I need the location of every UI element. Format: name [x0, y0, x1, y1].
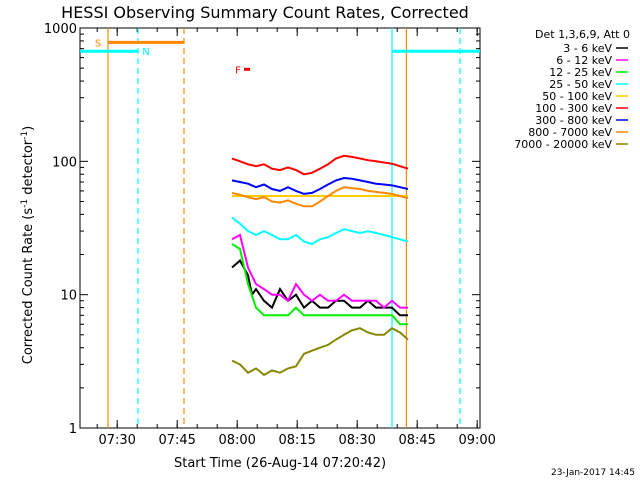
x-tick-label: 09:00: [458, 433, 495, 448]
x-tick-label: 08:15: [278, 433, 315, 448]
legend-entry-label: 800 - 7000 keV: [528, 126, 612, 139]
series-line: [231, 176, 409, 195]
y-label-sup: -1: [20, 199, 30, 208]
series-line: [231, 243, 408, 326]
legend-entry-label: 100 - 300 keV: [535, 102, 612, 115]
series-line: [231, 233, 408, 309]
svg-text:Corrected Count Rate (s-1 dete: Corrected Count Rate (s-1 detector-1): [20, 126, 36, 364]
x-tick-label: 07:45: [158, 433, 195, 448]
legend-entry-label: 25 - 50 keV: [549, 78, 612, 91]
y-label-sup2: -1: [20, 131, 30, 140]
y-tick-label: 100: [52, 155, 77, 170]
y-label-mid: detector: [21, 139, 36, 199]
legend-entry-label: 50 - 100 keV: [542, 90, 612, 103]
flag-label: S: [95, 38, 101, 49]
x-tick-label: 08:30: [338, 433, 375, 448]
x-tick-label: 08:00: [218, 433, 255, 448]
legend-entry-label: 3 - 6 keV: [563, 42, 612, 55]
series-line: [231, 216, 409, 246]
y-label-suffix: ): [21, 126, 36, 131]
legend-entry-label: 6 - 12 keV: [556, 54, 612, 67]
x-tick-label: 08:45: [398, 433, 435, 448]
plot-frame: [79, 27, 481, 429]
y-tick-label: 10: [60, 289, 77, 304]
series-line: [231, 154, 409, 176]
y-axis-label: Corrected Count Rate (s-1 detector-1): [20, 126, 36, 364]
x-axis-label: Start Time (26-Aug-14 07:20:42): [174, 456, 386, 471]
footer-date: 23-Jan-2017 14:45: [551, 468, 635, 478]
series-line: [231, 186, 409, 208]
y-tick-label: 1000: [44, 22, 77, 37]
flag-label: F: [235, 65, 241, 76]
series-line: [231, 259, 408, 317]
series-line: [231, 327, 409, 377]
y-label-prefix: Corrected Count Rate (s: [21, 208, 36, 365]
legend-entry-label: 7000 - 20000 keV: [514, 138, 612, 151]
plot-area: 1 10 100 1000 07:30 07:45 08:00 08:15 08:30 08:45…: [44, 22, 496, 448]
legend-entry-label: 12 - 25 keV: [549, 66, 612, 79]
legend-entry-label: 300 - 800 keV: [535, 114, 612, 127]
legend-title: Det 1,3,6,9, Att 0: [535, 28, 630, 41]
chart-title: HESSI Observing Summary Count Rates, Cor…: [61, 3, 469, 22]
x-tick-label: 07:30: [98, 433, 135, 448]
y-tick-label: 1: [69, 422, 77, 437]
flag-label: N: [142, 47, 149, 58]
